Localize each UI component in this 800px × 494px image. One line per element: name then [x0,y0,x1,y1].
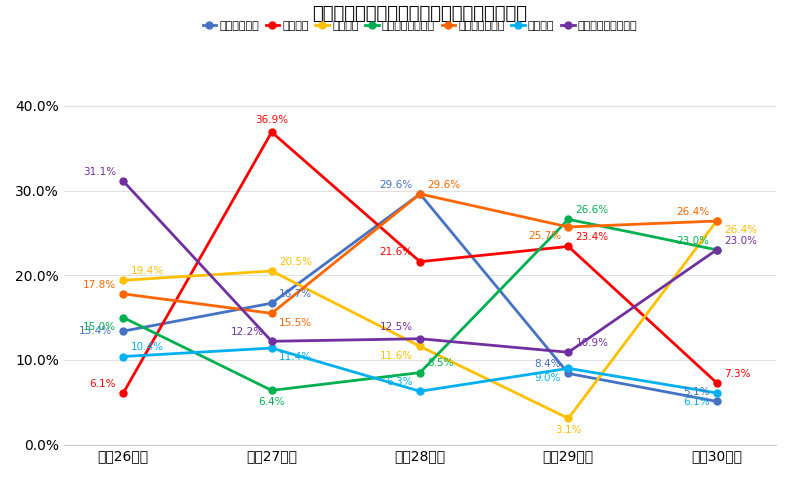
Text: 8.4%: 8.4% [534,359,561,369]
Text: 8.5%: 8.5% [427,358,454,369]
企業経営理論 [267,300,277,306]
経営情報システム [267,387,277,393]
Text: 7.3%: 7.3% [724,369,750,378]
Text: 12.5%: 12.5% [379,322,413,332]
Text: 31.1%: 31.1% [82,167,116,177]
Text: 12.2%: 12.2% [231,327,264,337]
中小企業経営・政策 [712,247,722,253]
Text: 3.1%: 3.1% [555,425,582,435]
運営管理 [712,218,722,224]
財務会計 [712,380,722,386]
Text: 13.4%: 13.4% [78,326,111,336]
経済学経済政策 [712,218,722,224]
Text: 6.4%: 6.4% [258,397,285,407]
財務会計 [267,129,277,135]
Text: 26.6%: 26.6% [576,205,609,215]
Line: 運営管理: 運営管理 [120,217,720,422]
Text: 11.6%: 11.6% [379,351,413,361]
Text: 26.4%: 26.4% [724,225,758,235]
Text: 21.6%: 21.6% [379,247,413,257]
経営情報システム [118,315,128,321]
Text: 29.6%: 29.6% [427,180,461,190]
Line: 経営法務: 経営法務 [120,345,720,396]
中小企業経営・政策 [267,338,277,344]
経済学経済政策 [415,191,425,197]
Title: 中小企業診断士一次試験　科目別合格率推移: 中小企業診断士一次試験 科目別合格率推移 [313,5,527,24]
経営法務 [563,366,573,371]
Line: 企業経営理論: 企業経営理論 [120,191,720,405]
企業経営理論 [415,191,425,197]
Line: 経営情報システム: 経営情報システム [120,216,720,394]
Text: 11.4%: 11.4% [279,352,312,362]
経済学経済政策 [563,224,573,230]
Text: 9.0%: 9.0% [534,372,561,383]
中小企業経営・政策 [563,349,573,355]
Text: 23.4%: 23.4% [576,232,609,242]
Text: 15.0%: 15.0% [83,322,116,332]
Text: 19.4%: 19.4% [130,266,164,276]
経済学経済政策 [267,310,277,316]
経営法務 [712,390,722,396]
中小企業経営・政策 [118,178,128,184]
経営法務 [118,354,128,360]
Text: 17.8%: 17.8% [82,280,116,289]
Text: 6.1%: 6.1% [90,379,116,389]
Text: 5.1%: 5.1% [682,387,710,397]
Text: 15.5%: 15.5% [279,318,312,328]
Text: 23.0%: 23.0% [724,236,757,246]
運営管理 [415,343,425,349]
Text: 25.7%: 25.7% [528,231,561,241]
経営情報システム [415,370,425,375]
Text: 10.4%: 10.4% [130,342,164,352]
運営管理 [563,415,573,421]
Line: 中小企業経営・政策: 中小企業経営・政策 [120,178,720,356]
財務会計 [118,390,128,396]
企業経営理論 [118,328,128,334]
Text: 6.3%: 6.3% [386,377,413,387]
経営法務 [415,388,425,394]
企業経営理論 [712,399,722,405]
財務会計 [415,259,425,265]
財務会計 [563,244,573,249]
企業経営理論 [563,370,573,376]
経営情報システム [712,247,722,253]
Line: 財務会計: 財務会計 [120,128,720,396]
Text: 23.0%: 23.0% [676,236,710,246]
経済学経済政策 [118,291,128,297]
Text: 16.7%: 16.7% [279,289,312,299]
Text: 6.1%: 6.1% [682,397,710,407]
Text: 29.6%: 29.6% [379,180,413,190]
Line: 経済学経済政策: 経済学経済政策 [120,191,720,317]
Text: 26.4%: 26.4% [676,207,710,217]
中小企業経営・政策 [415,336,425,342]
Text: 20.5%: 20.5% [279,257,312,267]
Text: 36.9%: 36.9% [255,115,288,125]
経営情報システム [563,216,573,222]
運営管理 [267,268,277,274]
運営管理 [118,277,128,283]
経営法務 [267,345,277,351]
Text: 10.9%: 10.9% [576,338,609,348]
Legend: 企業経営理論, 財務会計, 運営管理, 経営情報システム, 経済学経済政策, 経営法務, 中小企業経営・政策: 企業経営理論, 財務会計, 運営管理, 経営情報システム, 経済学経済政策, 経… [198,16,642,35]
